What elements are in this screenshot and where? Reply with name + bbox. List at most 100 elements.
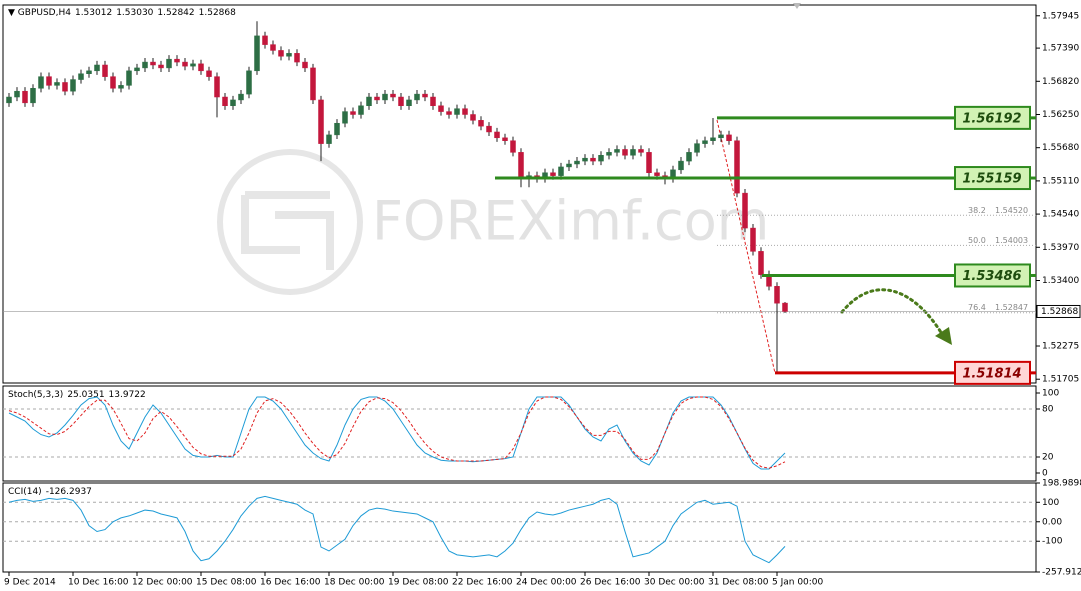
- watermark: FOREXimf.com: [217, 149, 769, 295]
- candle-body: [382, 93, 388, 101]
- candle-body: [494, 131, 500, 139]
- indicator-line: [8, 495, 786, 564]
- candle-body: [262, 35, 268, 45]
- indicator-line: [8, 396, 786, 469]
- watermark-logo-mark: [241, 191, 334, 270]
- cci-panel: [2, 482, 1037, 573]
- candle-body: [166, 58, 172, 69]
- candle-body: [502, 137, 508, 141]
- fib-price: 1.52847: [995, 303, 1028, 312]
- candle-body: [142, 61, 148, 69]
- cci-last: -126.2937: [46, 487, 92, 497]
- x-tick-label: 19 Dec 08:00: [388, 578, 449, 588]
- candle-body: [758, 251, 764, 275]
- level-label: 1.56192: [962, 111, 1021, 126]
- candle-body: [102, 64, 108, 77]
- candle-body: [22, 90, 28, 104]
- candle-body: [6, 96, 12, 104]
- y-tick-label: 1.51705: [1042, 375, 1079, 385]
- candle-body: [86, 70, 92, 74]
- header-arrow: ▼: [8, 8, 18, 18]
- candle-body: [574, 160, 580, 165]
- candle-body: [294, 53, 300, 63]
- candle-body: [446, 111, 452, 115]
- current-price-box: [1036, 304, 1081, 318]
- y-tick-label: 20: [1042, 453, 1054, 463]
- candle-body: [638, 149, 644, 153]
- y-tick-label: -100: [1042, 537, 1063, 547]
- candle-body: [478, 120, 484, 127]
- y-tick-label: 1.57945: [1042, 11, 1079, 21]
- y-tick-label: 1.53400: [1042, 276, 1079, 286]
- candle-body: [174, 58, 180, 63]
- forecast-arrowhead: [935, 327, 952, 345]
- candle-body: [326, 134, 332, 144]
- candle-body: [590, 157, 596, 162]
- stoch-title: Stoch(5,3,3): [8, 390, 63, 400]
- candle-body: [774, 286, 780, 304]
- candle-body: [374, 96, 380, 101]
- fib-price: 1.54520: [995, 206, 1028, 215]
- cci-title: CCI(14): [8, 487, 42, 497]
- candle-body: [318, 99, 324, 144]
- candle-body: [78, 73, 84, 80]
- candle-body: [678, 160, 684, 171]
- stoch-signal-last: 13.9722: [109, 390, 146, 400]
- candle-body: [734, 140, 740, 194]
- candle-body: [70, 79, 76, 92]
- candle-body: [190, 63, 196, 67]
- x-tick-label: 24 Dec 00:00: [516, 578, 577, 588]
- candle-body: [782, 302, 788, 312]
- y-tick-label: 1.52275: [1042, 342, 1079, 352]
- chart-header: ▼ GBPUSD,H4 1.53012 1.53030 1.52842 1.52868: [8, 8, 236, 18]
- fib-ratio: 76.4: [968, 303, 986, 312]
- candle-body: [414, 93, 420, 101]
- y-tick-label: 0.00: [1042, 517, 1062, 527]
- symbol: GBPUSD,H4: [18, 8, 71, 18]
- candle-body: [222, 96, 228, 107]
- low-label: 1.52842: [157, 8, 194, 18]
- candle-body: [630, 149, 636, 156]
- candle-body: [686, 152, 692, 162]
- fib-price: 1.54003: [995, 236, 1028, 245]
- candle-body: [286, 53, 292, 57]
- candle-body: [214, 76, 220, 98]
- fib-ratio: 50.0: [968, 236, 986, 245]
- x-tick-label: 22 Dec 16:00: [452, 578, 513, 588]
- candle-body: [462, 108, 468, 115]
- candle-body: [598, 155, 604, 162]
- candle-body: [246, 70, 252, 95]
- forecast-arrow: [840, 288, 944, 336]
- candle-body: [358, 105, 364, 115]
- y-tick-label: 1.56250: [1042, 110, 1079, 120]
- candle-body: [390, 93, 396, 98]
- candle-body: [110, 76, 116, 89]
- candle-body: [622, 149, 628, 156]
- watermark-text: FOREXimf.com: [372, 190, 769, 253]
- x-tick-label: 18 Dec 00:00: [324, 578, 385, 588]
- y-tick-label: 100: [1042, 389, 1059, 399]
- y-tick-label: 1.55110: [1042, 176, 1079, 186]
- y-tick-label: 100: [1042, 498, 1059, 508]
- x-tick-label: 15 Dec 08:00: [196, 578, 257, 588]
- stoch-header: Stoch(5,3,3) 25.0351 13.9722: [8, 390, 146, 400]
- x-tick-label: 16 Dec 16:00: [260, 578, 321, 588]
- candle-body: [422, 93, 428, 98]
- candle-body: [566, 163, 572, 168]
- candle-body: [430, 96, 436, 107]
- candle-body: [46, 76, 52, 86]
- fib-ratio: 38.2: [968, 206, 986, 215]
- candle-body: [406, 99, 412, 107]
- level-box: [954, 263, 1031, 288]
- level-box: [954, 105, 1031, 130]
- candle-body: [742, 192, 748, 229]
- candle-body: [94, 64, 100, 72]
- candle-body: [646, 152, 652, 173]
- candle-body: [342, 111, 348, 124]
- candle-body: [182, 61, 188, 67]
- candle-body: [702, 140, 708, 144]
- candle-body: [254, 35, 260, 72]
- y-tick-label: 0: [1042, 469, 1048, 479]
- level-box: [954, 166, 1031, 191]
